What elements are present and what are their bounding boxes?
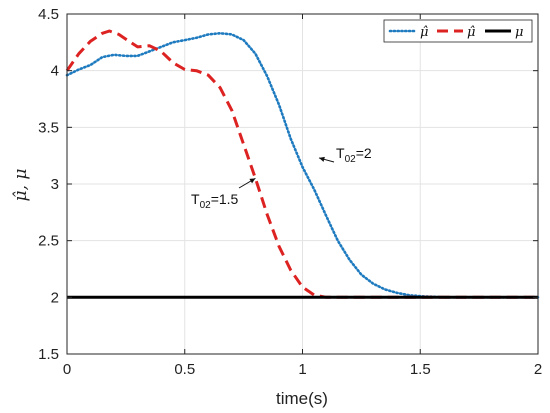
series-layer (65, 29, 540, 299)
annotation-value: =1.5 (211, 191, 239, 207)
annotation-base: T (336, 145, 345, 161)
y-tick-label: 2 (51, 289, 59, 306)
legend-label: μ̂ (467, 25, 475, 40)
legend-label: μ (515, 25, 523, 40)
annotation-arrowhead (249, 178, 256, 184)
y-tick-label: 2.5 (38, 233, 59, 250)
y-tick-label: 1.5 (38, 346, 59, 363)
annotation-value: =2 (356, 145, 372, 161)
legend: μ̂ μ̂ μ (383, 19, 533, 43)
x-axis-title: time(s) (276, 389, 328, 408)
x-tick-label: 0 (63, 361, 71, 378)
x-tick-label: 1 (298, 361, 306, 378)
y-tick-label: 3 (51, 176, 59, 193)
grid (66, 13, 539, 355)
y-tick-label: 3.5 (38, 119, 59, 136)
y-axis-ticks: 1.5 2 2.5 3 3.5 4 4.5 (38, 6, 538, 363)
annotation-arrowhead (318, 156, 325, 162)
series-mu-hat-dashed (65, 29, 538, 299)
y-tick-label: 4.5 (38, 6, 59, 23)
x-tick-label: 2 (534, 361, 542, 378)
x-axis-ticks: 0 0.5 1 1.5 2 (63, 14, 542, 378)
annotation-label: T02=1.5 (191, 191, 239, 211)
x-tick-label: 1.5 (410, 361, 431, 378)
annotation-base: T (191, 191, 200, 207)
y-tick-label: 4 (51, 63, 59, 80)
annotation-subscript: 02 (345, 154, 357, 165)
y-axis-title: μ̂, μ (11, 169, 31, 202)
legend-label: μ̂ (420, 25, 428, 40)
x-tick-label: 0.5 (174, 361, 195, 378)
series-mu-hat-dotted (65, 31, 540, 299)
annotation-subscript: 02 (200, 200, 212, 211)
annotation-label: T02=2 (336, 145, 372, 165)
